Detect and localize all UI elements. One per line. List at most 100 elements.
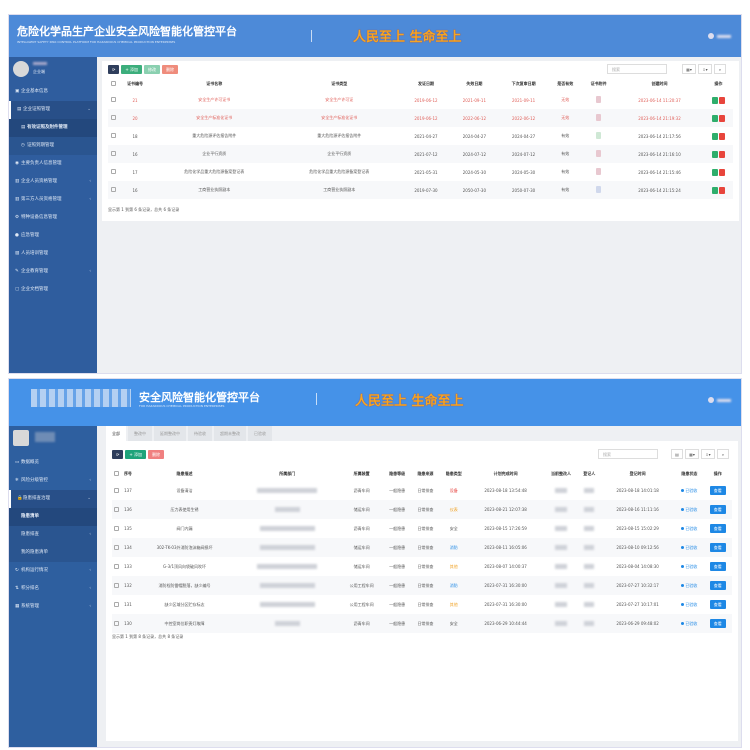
- edit-icon[interactable]: [711, 168, 718, 176]
- row-checkbox[interactable]: [108, 145, 119, 163]
- sidebar-item[interactable]: ▤ 有效证照及附件管理: [9, 119, 97, 137]
- sidebar-item[interactable]: ▢ 企业文档管理: [9, 281, 97, 299]
- file-attachment-icon[interactable]: [596, 150, 602, 157]
- sidebar-item[interactable]: ▥ 第三方人员资格管理 ‹: [9, 191, 97, 209]
- columns-toggle-icon[interactable]: ▦▾: [682, 64, 696, 74]
- tab-2[interactable]: 延期整改中: [154, 426, 186, 441]
- sidebar-item[interactable]: ▦ 系统管理 ‹: [9, 598, 97, 616]
- select-all-checkbox[interactable]: [108, 77, 118, 91]
- sidebar-item[interactable]: 隐患清单: [9, 508, 97, 526]
- delete-button[interactable]: 删除: [161, 65, 178, 74]
- certificate-attachment[interactable]: [581, 145, 616, 163]
- sidebar-item[interactable]: ▧ 人员培训管理: [9, 245, 97, 263]
- certificate-attachment[interactable]: [581, 109, 616, 127]
- edit-icon[interactable]: [711, 114, 718, 122]
- file-attachment-icon[interactable]: [596, 96, 602, 103]
- edit-icon[interactable]: [711, 150, 718, 158]
- sidebar-item[interactable]: ⇅ 积分排名 ‹: [9, 580, 97, 598]
- sidebar-item[interactable]: ▤ 企业证照管理 ⌄: [9, 101, 97, 119]
- row-checkbox[interactable]: [112, 576, 121, 595]
- sidebar-item[interactable]: ↻ 机构运行情况 ‹: [9, 562, 97, 580]
- certificate-attachment[interactable]: [582, 91, 615, 109]
- view-button[interactable]: 查看: [709, 485, 726, 495]
- cell-registrant-blurred: [578, 614, 600, 633]
- row-checkbox[interactable]: [108, 181, 119, 199]
- export-icon[interactable]: ⇩▾: [701, 449, 715, 459]
- edit-icon[interactable]: [711, 132, 718, 140]
- edit-icon[interactable]: [711, 96, 718, 104]
- delete-icon[interactable]: [718, 132, 725, 140]
- tab-0[interactable]: 全部: [106, 426, 126, 441]
- certificate-attachment[interactable]: [582, 163, 615, 181]
- search-icon[interactable]: ⌕: [717, 449, 729, 459]
- sidebar-item[interactable]: ✎ 企业教育管理 ‹: [9, 263, 97, 281]
- search-icon[interactable]: ⌕: [714, 64, 726, 74]
- search-input[interactable]: 搜索: [598, 449, 658, 459]
- row-checkbox[interactable]: [112, 519, 121, 538]
- file-attachment-icon[interactable]: [596, 186, 602, 193]
- cell-valid: 无效: [548, 109, 582, 127]
- row-checkbox[interactable]: [108, 91, 118, 109]
- add-button[interactable]: + 添加: [121, 65, 142, 74]
- refresh-button[interactable]: ⟳: [108, 65, 120, 74]
- tab-3[interactable]: 待验收: [188, 426, 212, 441]
- export-icon[interactable]: ⇩▾: [698, 64, 712, 74]
- tab-4[interactable]: 超期未整改: [214, 426, 246, 441]
- sidebar-item[interactable]: ▭ 数据概览: [9, 454, 97, 472]
- cell-issue: 2021-04-27: [414, 133, 438, 139]
- row-checkbox[interactable]: [108, 163, 118, 181]
- view-button[interactable]: 查看: [709, 580, 726, 590]
- sidebar-item[interactable]: 我的隐患清单: [9, 544, 97, 562]
- sidebar-item[interactable]: ● 应急管理: [9, 227, 97, 245]
- sidebar-item[interactable]: ⚙ 特种设备信息管理: [9, 209, 97, 227]
- row-checkbox[interactable]: [112, 595, 121, 614]
- sidebar-item[interactable]: ❄ 风险分级管控 ‹: [9, 472, 97, 490]
- top-header: 安全风险智能化管控平台 FOR HAZARDOUS CHEMICAL PRODU…: [9, 379, 741, 426]
- delete-icon[interactable]: [718, 168, 725, 176]
- view-button[interactable]: 查看: [709, 618, 726, 628]
- view-button[interactable]: 查看: [709, 504, 726, 514]
- sidebar-item[interactable]: 隐患排查 ‹: [9, 526, 97, 544]
- view-button[interactable]: 查看: [709, 599, 726, 609]
- tab-1[interactable]: 整改中: [128, 426, 152, 441]
- file-attachment-icon[interactable]: [596, 132, 602, 139]
- file-attachment-icon[interactable]: [596, 114, 602, 121]
- delete-icon[interactable]: [718, 96, 725, 104]
- view-button[interactable]: 查看: [709, 542, 726, 552]
- select-all-checkbox[interactable]: [112, 467, 121, 481]
- view-button[interactable]: 查看: [709, 523, 726, 533]
- row-checkbox[interactable]: [112, 481, 121, 500]
- delete-button[interactable]: 删除: [147, 450, 164, 459]
- search-input[interactable]: 搜索: [607, 64, 667, 74]
- sidebar-item[interactable]: 🔒隐患排查治理 ⌄: [9, 490, 97, 508]
- row-checkbox[interactable]: [112, 557, 121, 576]
- row-checkbox[interactable]: [108, 127, 118, 145]
- refresh-button[interactable]: ⟳: [112, 450, 124, 459]
- delete-icon[interactable]: [718, 150, 725, 158]
- cell-no: 132: [120, 576, 136, 595]
- user-menu[interactable]: [708, 33, 731, 39]
- print-icon[interactable]: ▤: [671, 449, 683, 459]
- sidebar-item[interactable]: ▣ 企业基本信息: [9, 83, 97, 101]
- sidebar-item[interactable]: ◉ 主要负责人信息管理: [9, 155, 97, 173]
- certificate-attachment[interactable]: [581, 181, 616, 199]
- row-checkbox[interactable]: [112, 614, 121, 633]
- sidebar-item[interactable]: ◷ 证照到期管理: [9, 137, 97, 155]
- row-checkbox[interactable]: [112, 500, 121, 519]
- certificate-attachment[interactable]: [582, 127, 615, 145]
- row-checkbox[interactable]: [108, 109, 119, 127]
- delete-icon[interactable]: [718, 186, 725, 194]
- view-button[interactable]: 查看: [709, 561, 726, 571]
- add-button[interactable]: + 添加: [125, 450, 146, 459]
- file-attachment-icon[interactable]: [596, 168, 602, 175]
- edit-button[interactable]: 修改: [143, 65, 160, 74]
- columns-toggle-icon[interactable]: ▦▾: [685, 449, 699, 459]
- delete-icon[interactable]: [718, 114, 725, 122]
- tab-5[interactable]: 已验收: [248, 426, 272, 441]
- edit-icon[interactable]: [711, 186, 718, 194]
- cell-issue: 2019-06-12: [414, 97, 438, 103]
- user-menu[interactable]: [708, 397, 731, 403]
- sidebar-item[interactable]: ▥ 企业人员资格管理 ‹: [9, 173, 97, 191]
- user-role: 企业端: [33, 69, 45, 74]
- row-checkbox[interactable]: [112, 538, 121, 557]
